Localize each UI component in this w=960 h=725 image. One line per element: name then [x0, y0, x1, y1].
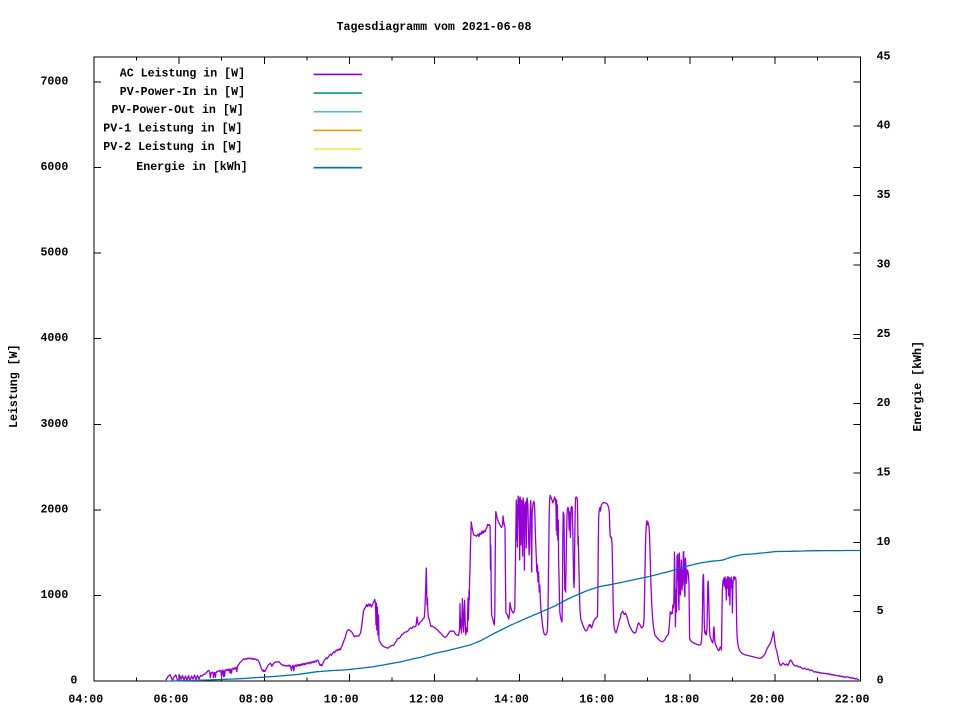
svg-text:06:00: 06:00	[154, 693, 189, 706]
svg-text:4000: 4000	[40, 332, 68, 345]
svg-text:AC Leistung in [W]: AC Leistung in [W]	[120, 67, 245, 80]
svg-text:Leistung [W]: Leistung [W]	[8, 344, 21, 428]
svg-text:04:00: 04:00	[68, 693, 103, 706]
svg-text:40: 40	[877, 120, 891, 133]
svg-text:22:00: 22:00	[835, 693, 870, 706]
svg-text:3000: 3000	[40, 418, 68, 431]
svg-text:PV-Power-Out in [W]: PV-Power-Out in [W]	[112, 104, 244, 117]
svg-text:20: 20	[877, 397, 891, 410]
svg-text:6000: 6000	[40, 161, 68, 174]
svg-text:20:00: 20:00	[750, 693, 785, 706]
svg-text:5: 5	[877, 605, 884, 618]
svg-text:0: 0	[70, 675, 77, 688]
svg-text:45: 45	[877, 50, 891, 63]
svg-text:10:00: 10:00	[324, 693, 359, 706]
svg-text:15: 15	[877, 467, 891, 480]
svg-text:5000: 5000	[40, 247, 68, 260]
svg-text:25: 25	[877, 328, 891, 341]
svg-text:30: 30	[877, 258, 891, 271]
svg-text:12:00: 12:00	[409, 693, 444, 706]
svg-text:35: 35	[877, 189, 891, 202]
svg-text:10: 10	[877, 536, 891, 549]
svg-text:Tagesdiagramm vom 2021-06-08: Tagesdiagramm vom 2021-06-08	[337, 21, 532, 34]
svg-text:2000: 2000	[40, 503, 68, 516]
svg-text:0: 0	[877, 675, 884, 688]
svg-text:16:00: 16:00	[579, 693, 614, 706]
svg-text:PV-Power-In in [W]: PV-Power-In in [W]	[120, 86, 245, 99]
svg-text:08:00: 08:00	[239, 693, 274, 706]
svg-text:PV-2 Leistung in [W]: PV-2 Leistung in [W]	[103, 141, 242, 154]
svg-text:7000: 7000	[40, 76, 68, 89]
svg-text:PV-1 Leistung in [W]: PV-1 Leistung in [W]	[103, 123, 242, 136]
svg-text:14:00: 14:00	[494, 693, 529, 706]
svg-text:1000: 1000	[40, 589, 68, 602]
svg-text:18:00: 18:00	[664, 693, 699, 706]
svg-text:Energie in [kWh]: Energie in [kWh]	[136, 161, 247, 174]
svg-text:Energie [kWh]: Energie [kWh]	[912, 341, 925, 431]
